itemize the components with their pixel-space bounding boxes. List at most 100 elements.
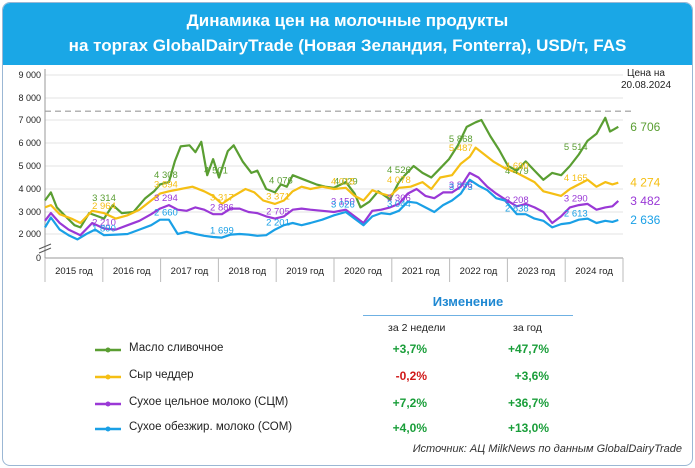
axis-break-mark bbox=[38, 243, 52, 250]
title-banner: Динамика цен на молочные продукты на тор… bbox=[3, 3, 692, 65]
y-tick-label: 0 bbox=[36, 253, 41, 263]
legend-swatch bbox=[95, 347, 121, 353]
data-label: 4 479 bbox=[505, 166, 529, 177]
data-label: 3 371 bbox=[266, 191, 290, 202]
legend-series-name: Масло сливочное bbox=[129, 342, 224, 354]
legend-swatch bbox=[95, 374, 121, 380]
grid bbox=[45, 74, 623, 235]
x-tick-label: 2022 год bbox=[460, 266, 498, 277]
line-chart: 0 2 000 3 000 4 000 5 000 6 000 7 000 8 000 9 00… bbox=[18, 68, 671, 282]
y-tick-label: 7 000 bbox=[18, 115, 41, 125]
end-labels: 6 706 4 274 3 482 2 636 bbox=[630, 120, 660, 227]
x-tick-label: 2017 год bbox=[171, 266, 209, 277]
change-2weeks: +3,7% bbox=[392, 342, 427, 356]
y-tick-label: 3 000 bbox=[18, 207, 41, 217]
change-2weeks: +4,0% bbox=[392, 421, 427, 435]
x-tick-label: 2020 год bbox=[344, 266, 382, 277]
data-label: 3 026 bbox=[331, 199, 355, 210]
end-value-label: 2 636 bbox=[630, 213, 660, 227]
change-year: +47,7% bbox=[507, 342, 549, 356]
data-label: 2 838 bbox=[505, 204, 529, 215]
data-label: 3 894 bbox=[154, 179, 178, 190]
data-label: 2 210 bbox=[92, 217, 116, 228]
col-header-2weeks: за 2 недели bbox=[388, 322, 446, 334]
series-line bbox=[44, 178, 619, 241]
data-label: 3 290 bbox=[564, 193, 588, 204]
change-year: +3,6% bbox=[514, 369, 549, 383]
data-label: 5 487 bbox=[449, 143, 473, 154]
data-label: 4 308 bbox=[154, 170, 178, 181]
data-label: 2 705 bbox=[266, 206, 290, 217]
data-label: 3 314 bbox=[92, 193, 116, 204]
legend-row: Сухое обезжир. молоко (СОМ) +4,0% +13,0% bbox=[93, 419, 573, 439]
data-label: 3 150 bbox=[331, 197, 355, 208]
series-line bbox=[44, 171, 620, 237]
x-tick-label: 2019 год bbox=[286, 266, 324, 277]
data-label: 3 317 bbox=[210, 193, 234, 204]
change-2weeks: +7,2% bbox=[392, 396, 427, 410]
x-axis: 2015 год 2016 год 2017 год 2018 год 2019 год… bbox=[44, 257, 624, 282]
y-tick-label: 8 000 bbox=[18, 93, 41, 103]
data-label: 3 773 bbox=[449, 182, 473, 193]
data-label: 4 526 bbox=[387, 165, 411, 176]
series-group bbox=[44, 116, 620, 241]
data-label: 4 015 bbox=[331, 177, 355, 188]
legend-series-name: Сухое обезжир. молоко (СОМ) bbox=[129, 421, 293, 433]
change-year: +13,0% bbox=[507, 421, 549, 435]
price-note-line2: 20.08.2024 bbox=[621, 80, 671, 91]
legend-divider bbox=[363, 315, 573, 316]
data-label: 4 076 bbox=[269, 175, 293, 186]
series-line bbox=[44, 116, 619, 229]
data-label: 3 306 bbox=[387, 193, 411, 204]
end-value-label: 6 706 bbox=[630, 120, 660, 134]
data-label: 5 868 bbox=[449, 134, 473, 145]
data-label: 4 078 bbox=[387, 175, 411, 186]
x-tick-label: 2023 год bbox=[517, 266, 555, 277]
series-line bbox=[44, 146, 619, 225]
x-tick-label: 2021 год bbox=[402, 266, 440, 277]
x-tick-label: 2024 год bbox=[575, 266, 613, 277]
data-labels: 3 314 4 308 4 501 4 076 4 029 4 526 5 868 4 479… bbox=[92, 134, 588, 237]
change-year: +36,7% bbox=[507, 396, 549, 410]
end-value-label: 3 482 bbox=[630, 194, 660, 208]
legend-swatch bbox=[95, 426, 121, 432]
y-tick-label: 5 000 bbox=[18, 161, 41, 171]
data-label: 1 699 bbox=[210, 226, 234, 237]
y-tick-label: 6 000 bbox=[18, 138, 41, 148]
axis-break-mark bbox=[38, 247, 52, 254]
data-label: 2 613 bbox=[564, 209, 588, 220]
legend-row: Сыр чеддер -0,2% +3,6% bbox=[93, 367, 573, 387]
data-label: 1 890 bbox=[92, 223, 116, 234]
x-tick-label: 2016 год bbox=[113, 266, 151, 277]
legend-row: Масло сливочное +3,7% +47,7% bbox=[93, 340, 573, 360]
legend-title: Изменение bbox=[432, 294, 504, 309]
chart-title-line2: на торгах GlobalDairyTrade (Новая Зеланд… bbox=[68, 36, 627, 55]
data-label: 4 690 bbox=[505, 161, 529, 172]
legend-series-name: Сыр чеддер bbox=[129, 369, 194, 381]
data-label: 2 964 bbox=[92, 201, 116, 212]
legend-series-name: Сухое цельное молоко (СЦМ) bbox=[129, 396, 289, 408]
data-label: 5 514 bbox=[564, 142, 588, 153]
data-label: 2 201 bbox=[266, 218, 290, 229]
data-label: 2 660 bbox=[154, 207, 178, 218]
legend-row: Сухое цельное молоко (СЦМ) +7,2% +36,7% bbox=[93, 394, 573, 414]
data-label: 3 294 bbox=[154, 193, 178, 204]
col-header-year: за год bbox=[513, 322, 542, 334]
source-note: Источник: АЦ MilkNews по данным GlobalDa… bbox=[412, 443, 682, 455]
data-label: 4 165 bbox=[564, 173, 588, 184]
data-label: 3 208 bbox=[505, 195, 529, 206]
data-label: 3 044 bbox=[387, 199, 411, 210]
data-label: 4 029 bbox=[334, 176, 358, 187]
data-label: 4 501 bbox=[204, 165, 228, 176]
x-tick-label: 2015 год bbox=[55, 266, 93, 277]
data-label: 2 886 bbox=[210, 203, 234, 214]
y-tick-label: 2 000 bbox=[18, 229, 41, 239]
chart-title-line1: Динамика цен на молочные продукты bbox=[186, 11, 509, 30]
x-tick-label: 2018 год bbox=[228, 266, 266, 277]
price-note-line1: Цена на bbox=[627, 68, 665, 79]
data-label: 3 866 bbox=[449, 180, 473, 191]
y-tick-label: 4 000 bbox=[18, 184, 41, 194]
y-tick-label: 9 000 bbox=[18, 70, 41, 80]
end-value-label: 4 274 bbox=[630, 176, 660, 190]
